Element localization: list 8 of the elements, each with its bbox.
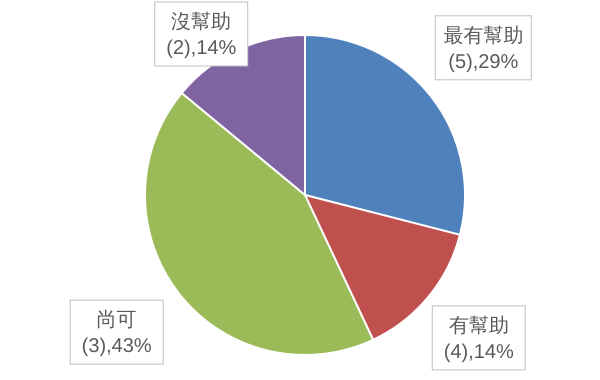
data-label: (2),14% — [166, 37, 236, 59]
slice-label: 沒幫助 — [171, 11, 232, 33]
slice-label: 尚可 — [96, 309, 137, 332]
slice-label: 有幫助 — [448, 314, 509, 337]
slice-label: 最有幫助 — [443, 24, 524, 47]
data-label: (5),29% — [448, 50, 519, 73]
data-label: (4),14% — [444, 340, 514, 363]
data-label: (3),43% — [82, 335, 152, 358]
